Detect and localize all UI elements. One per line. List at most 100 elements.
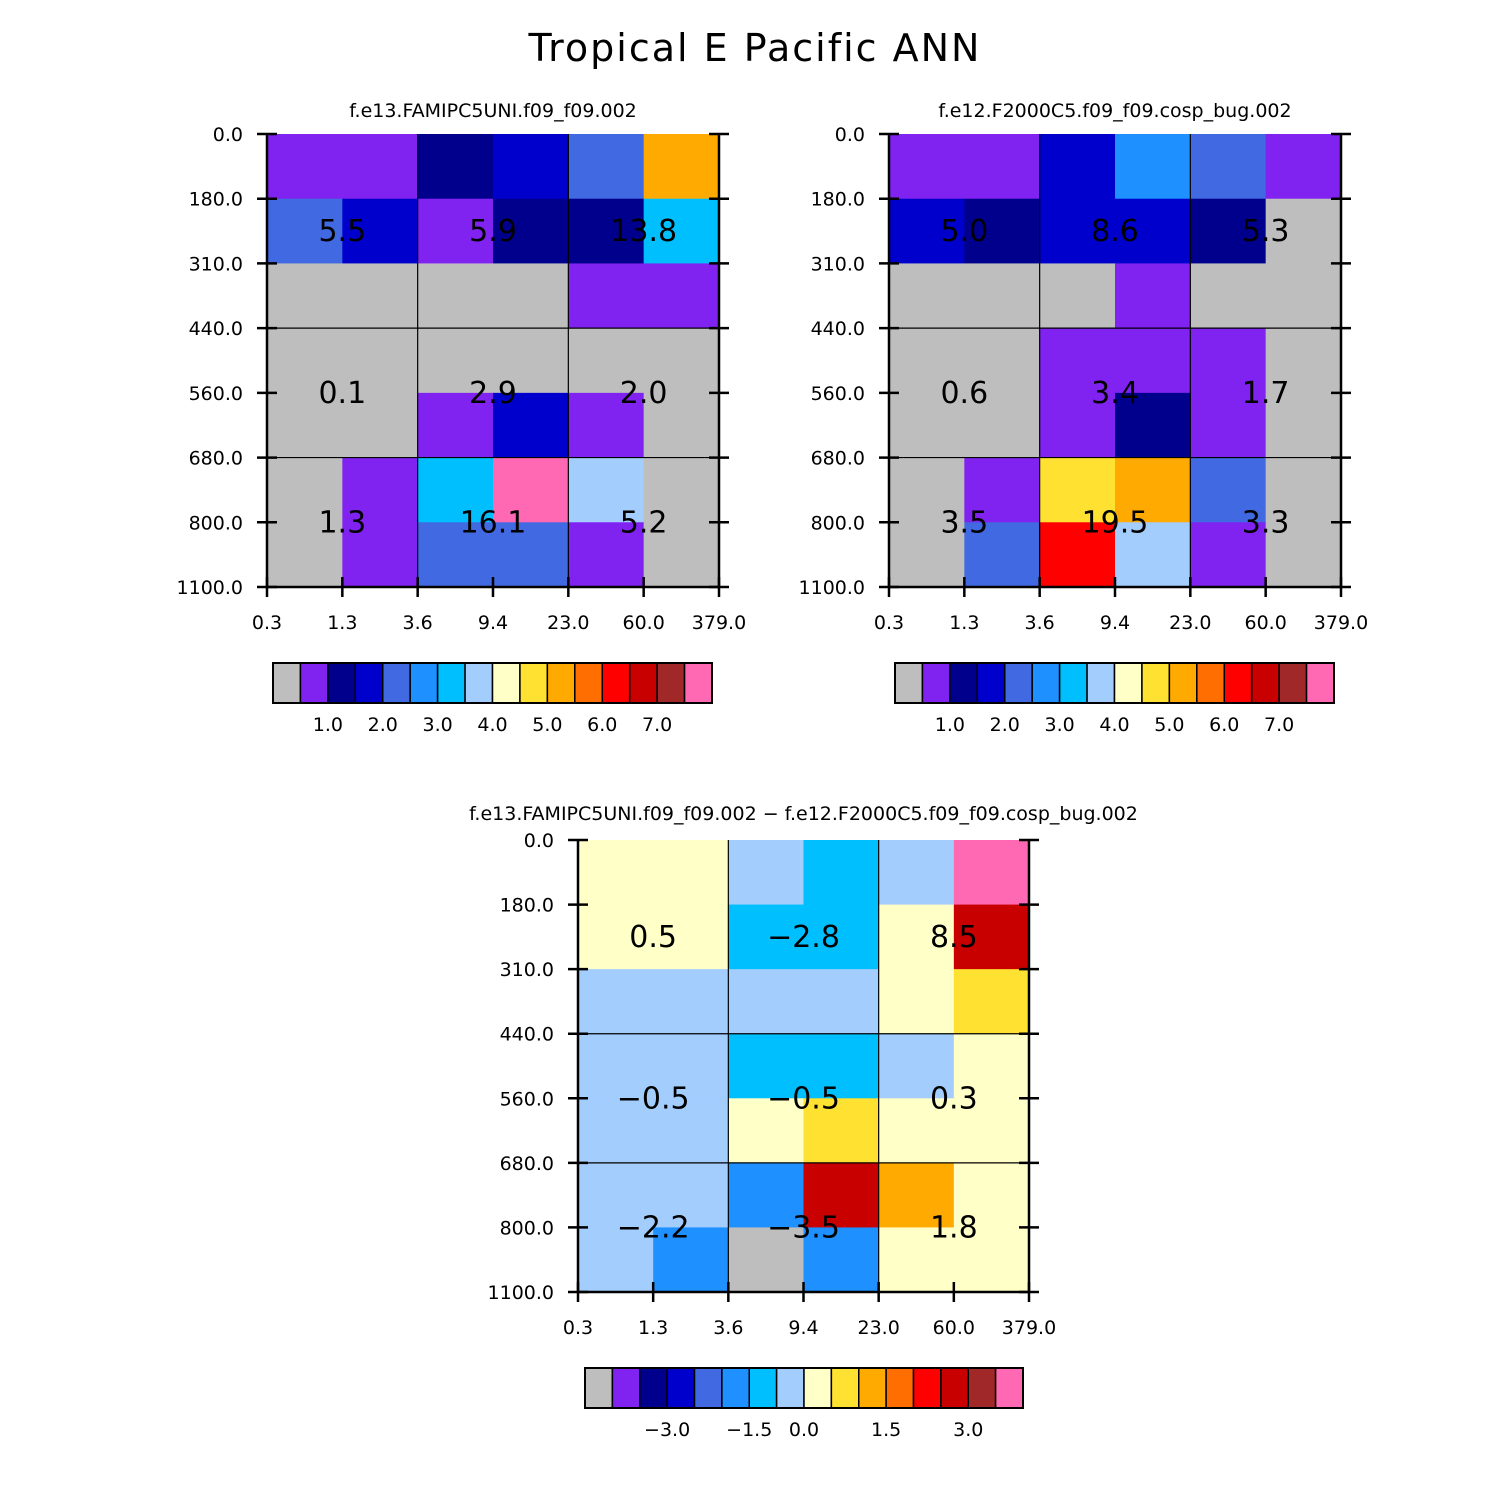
heatmap-cell xyxy=(1039,522,1116,588)
heatmap-cell xyxy=(728,1033,805,1099)
x-tick-label: 23.0 xyxy=(1169,612,1211,634)
y-tick-label: 800.0 xyxy=(189,512,243,534)
heatmap-cell xyxy=(568,328,645,394)
colorbar-label: 3.0 xyxy=(953,1419,983,1441)
heatmap-cell xyxy=(889,522,965,588)
colorbar-swatch xyxy=(409,662,439,704)
heatmap-cell xyxy=(653,1098,729,1164)
colorbar-swatch xyxy=(1004,662,1033,704)
colorbar-swatch xyxy=(1223,662,1253,704)
box-value: 1.8 xyxy=(930,1210,978,1245)
heatmap-cell xyxy=(889,392,965,459)
heatmap-cell xyxy=(568,263,645,329)
heatmap-cell xyxy=(653,1227,729,1293)
heatmap-cell xyxy=(953,969,1030,1035)
colorbar-swatch xyxy=(1031,662,1061,704)
colorbar-swatch xyxy=(382,662,411,704)
colorbar-swatch xyxy=(967,1367,997,1409)
heatmap-cell xyxy=(417,457,494,523)
heatmap-cell xyxy=(964,522,1041,588)
box-value: −0.5 xyxy=(767,1081,840,1116)
y-tick-label: 1100.0 xyxy=(177,577,243,599)
box-value: 5.0 xyxy=(940,214,988,249)
panel-2: f.e12.F2000C5.f09_f09.cosp_bug.002 0.0 180… xyxy=(799,100,1369,736)
colorbar-frame xyxy=(272,662,713,704)
y-tick-label: 680.0 xyxy=(811,448,865,470)
colorbar-swatch xyxy=(693,1367,723,1409)
heatmap-cell xyxy=(1265,457,1342,523)
x-tick-label: 3.6 xyxy=(1025,612,1055,634)
colorbar-swatch xyxy=(491,662,521,704)
heatmap-cell xyxy=(643,392,720,459)
heatmap-cell xyxy=(578,1033,654,1099)
heatmap-cell xyxy=(643,457,720,523)
heatmap-cell xyxy=(342,392,419,459)
heatmap-cell xyxy=(643,328,720,394)
y-tick-label: 180.0 xyxy=(189,189,243,211)
heatmap-cell xyxy=(578,904,654,970)
box-value: 3.5 xyxy=(940,505,988,540)
heatmap-cell xyxy=(417,522,494,588)
colorbar-swatch xyxy=(894,662,924,704)
heatmap-cell xyxy=(1265,263,1342,329)
heatmap-cell xyxy=(953,1033,1030,1099)
box-value: 3.3 xyxy=(1242,505,1290,540)
box-value: 0.1 xyxy=(318,376,366,411)
colorbar-swatch xyxy=(639,1367,668,1409)
box-value: 5.3 xyxy=(1242,214,1290,249)
y-tick-label: 440.0 xyxy=(500,1024,554,1046)
heatmap-cell xyxy=(342,198,419,265)
box-value: 0.6 xyxy=(940,376,988,411)
heatmap-cell xyxy=(568,134,645,200)
heatmap-cell xyxy=(953,840,1030,906)
y-tick-label: 180.0 xyxy=(811,189,865,211)
heatmap-cell xyxy=(1115,328,1191,394)
x-tick-label: 23.0 xyxy=(858,1317,900,1339)
y-tick-label: 310.0 xyxy=(811,253,865,275)
colorbar-swatch xyxy=(683,662,713,704)
heatmap-cell xyxy=(568,198,645,265)
colorbar-label: 2.0 xyxy=(368,714,398,736)
heatmap-cell xyxy=(653,840,729,906)
y-tick-label: 180.0 xyxy=(500,895,554,917)
heatmap-cell xyxy=(878,1227,955,1293)
colorbar-swatch xyxy=(272,662,302,704)
colorbar-swatch xyxy=(299,662,329,704)
y-tick-label: 0.0 xyxy=(213,124,243,146)
y-tick-label: 1100.0 xyxy=(799,577,865,599)
colorbar: 1.0 2.0 3.0 4.0 5.0 6.0 7.0 xyxy=(272,662,713,736)
colorbar-swatch xyxy=(1058,662,1088,704)
heatmap-cell xyxy=(1265,134,1342,200)
heatmap-cell xyxy=(1190,198,1267,265)
heatmap-cell xyxy=(1039,263,1116,329)
y-tick-label: 310.0 xyxy=(189,253,243,275)
heatmap-cell xyxy=(417,263,494,329)
x-tick-label: 9.4 xyxy=(788,1317,818,1339)
colorbar-swatch xyxy=(1278,662,1308,704)
heatmap-cell xyxy=(1115,263,1191,329)
heatmap-cell xyxy=(653,904,729,970)
heatmap-cell xyxy=(342,134,419,200)
heatmap-cell xyxy=(267,392,343,459)
box-value: 3.4 xyxy=(1091,376,1139,411)
heatmap-cell xyxy=(1190,328,1267,394)
colorbar-swatch xyxy=(748,1367,778,1409)
colorbar-swatch xyxy=(666,1367,696,1409)
x-tick-label: 0.3 xyxy=(563,1317,593,1339)
box-value: 8.5 xyxy=(930,920,978,955)
y-tick-label: 680.0 xyxy=(500,1153,554,1175)
x-tick-label: 0.3 xyxy=(252,612,282,634)
heatmap-cell xyxy=(267,522,343,588)
x-tick-label: 1.3 xyxy=(327,612,357,634)
box-value: −0.5 xyxy=(617,1081,690,1116)
colorbar-swatch xyxy=(519,662,549,704)
colorbar-swatch xyxy=(830,1367,860,1409)
heatmap-cell xyxy=(643,522,720,588)
heatmap-cell xyxy=(653,1033,729,1099)
colorbar-swatch xyxy=(464,662,494,704)
page-title: Tropical E Pacific ANN xyxy=(528,26,982,70)
heatmap-cell xyxy=(878,1162,955,1229)
y-tick-label: 800.0 xyxy=(500,1217,554,1239)
colorbar-label: 6.0 xyxy=(1209,714,1239,736)
y-tick-label: 560.0 xyxy=(811,383,865,405)
